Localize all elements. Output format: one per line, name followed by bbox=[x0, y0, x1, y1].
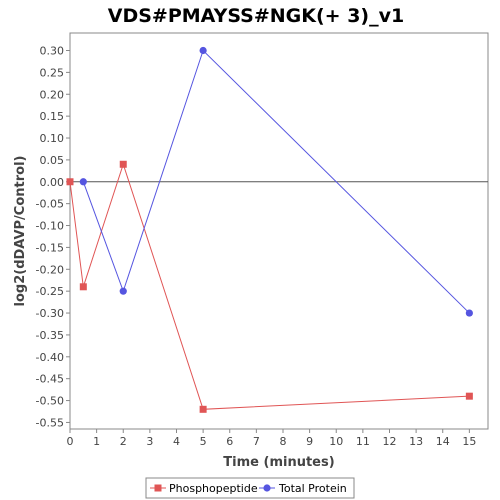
x-tick-label: 15 bbox=[462, 435, 476, 448]
y-tick-label: 0.00 bbox=[40, 176, 65, 189]
series-layer bbox=[66, 46, 473, 413]
data-point-phosphopeptide bbox=[465, 392, 473, 400]
data-point-total-protein bbox=[465, 309, 473, 317]
x-tick-label: 11 bbox=[356, 435, 370, 448]
y-tick-label: -0.20 bbox=[36, 263, 64, 276]
y-axis-label: log2(dDAVP/Control) bbox=[13, 156, 28, 307]
y-tick-label: -0.40 bbox=[36, 351, 64, 364]
y-tick-label: -0.35 bbox=[36, 329, 64, 342]
data-point-phosphopeptide bbox=[79, 283, 87, 291]
legend-marker-phosphopeptide bbox=[154, 484, 162, 492]
x-tick-label: 2 bbox=[120, 435, 127, 448]
y-tick-label: -0.05 bbox=[36, 198, 64, 211]
y-axis: 0.30 0.25 0.20 0.15 0.10 0.05 0.00 -0.05 -0.10 -0… bbox=[36, 45, 70, 429]
y-tick-label: -0.30 bbox=[36, 307, 64, 320]
y-tick-label: -0.10 bbox=[36, 220, 64, 233]
legend-label-total-protein: Total Protein bbox=[278, 482, 347, 495]
x-tick-label: 8 bbox=[279, 435, 286, 448]
x-tick-label: 4 bbox=[173, 435, 180, 448]
x-tick-label: 5 bbox=[200, 435, 207, 448]
series-line-total-protein bbox=[82, 49, 470, 314]
y-tick-label: -0.25 bbox=[36, 285, 64, 298]
data-point-total-protein bbox=[199, 46, 207, 55]
legend-label-phosphopeptide: Phosphopeptide bbox=[169, 482, 258, 495]
y-tick-label: -0.50 bbox=[36, 395, 64, 408]
x-axis-label: Time (minutes) bbox=[223, 455, 334, 470]
data-point-total-protein bbox=[79, 178, 87, 186]
x-tick-label: 10 bbox=[329, 435, 343, 448]
y-tick-label: -0.15 bbox=[36, 241, 64, 254]
y-tick-label: 0.05 bbox=[40, 154, 65, 167]
data-point-total-protein bbox=[119, 287, 127, 295]
x-tick-label: 13 bbox=[409, 435, 423, 448]
x-tick-label: 0 bbox=[67, 435, 74, 448]
y-tick-label: 0.20 bbox=[40, 88, 65, 101]
data-point-phosphopeptide bbox=[199, 405, 207, 413]
legend: Phosphopeptide Total Protein bbox=[145, 477, 355, 499]
x-tick-label: 14 bbox=[436, 435, 450, 448]
y-tick-label: 0.10 bbox=[40, 132, 65, 145]
data-point-phosphopeptide bbox=[66, 178, 74, 186]
x-tick-label: 12 bbox=[382, 435, 396, 448]
y-tick-label: 0.25 bbox=[40, 66, 65, 79]
y-tick-label: 0.15 bbox=[40, 110, 65, 123]
chart-title: VDS#PMAYSS#NGK(+ 3)_v1 bbox=[108, 5, 404, 27]
plot-area bbox=[69, 32, 489, 430]
y-tick-label: 0.30 bbox=[40, 45, 65, 58]
x-tick-label: 9 bbox=[306, 435, 313, 448]
x-tick-label: 1 bbox=[93, 435, 100, 448]
legend-marker-total-protein bbox=[263, 484, 271, 492]
y-tick-label: -0.55 bbox=[36, 416, 64, 429]
x-tick-label: 6 bbox=[226, 435, 233, 448]
legend-box bbox=[145, 477, 355, 499]
data-point-phosphopeptide bbox=[119, 160, 127, 168]
x-axis: 0 1 2 3 4 5 6 7 8 9 10 11 12 13 14 15 bbox=[67, 429, 476, 448]
y-tick-label: -0.45 bbox=[36, 373, 64, 386]
x-tick-label: 3 bbox=[146, 435, 153, 448]
x-tick-label: 7 bbox=[253, 435, 260, 448]
